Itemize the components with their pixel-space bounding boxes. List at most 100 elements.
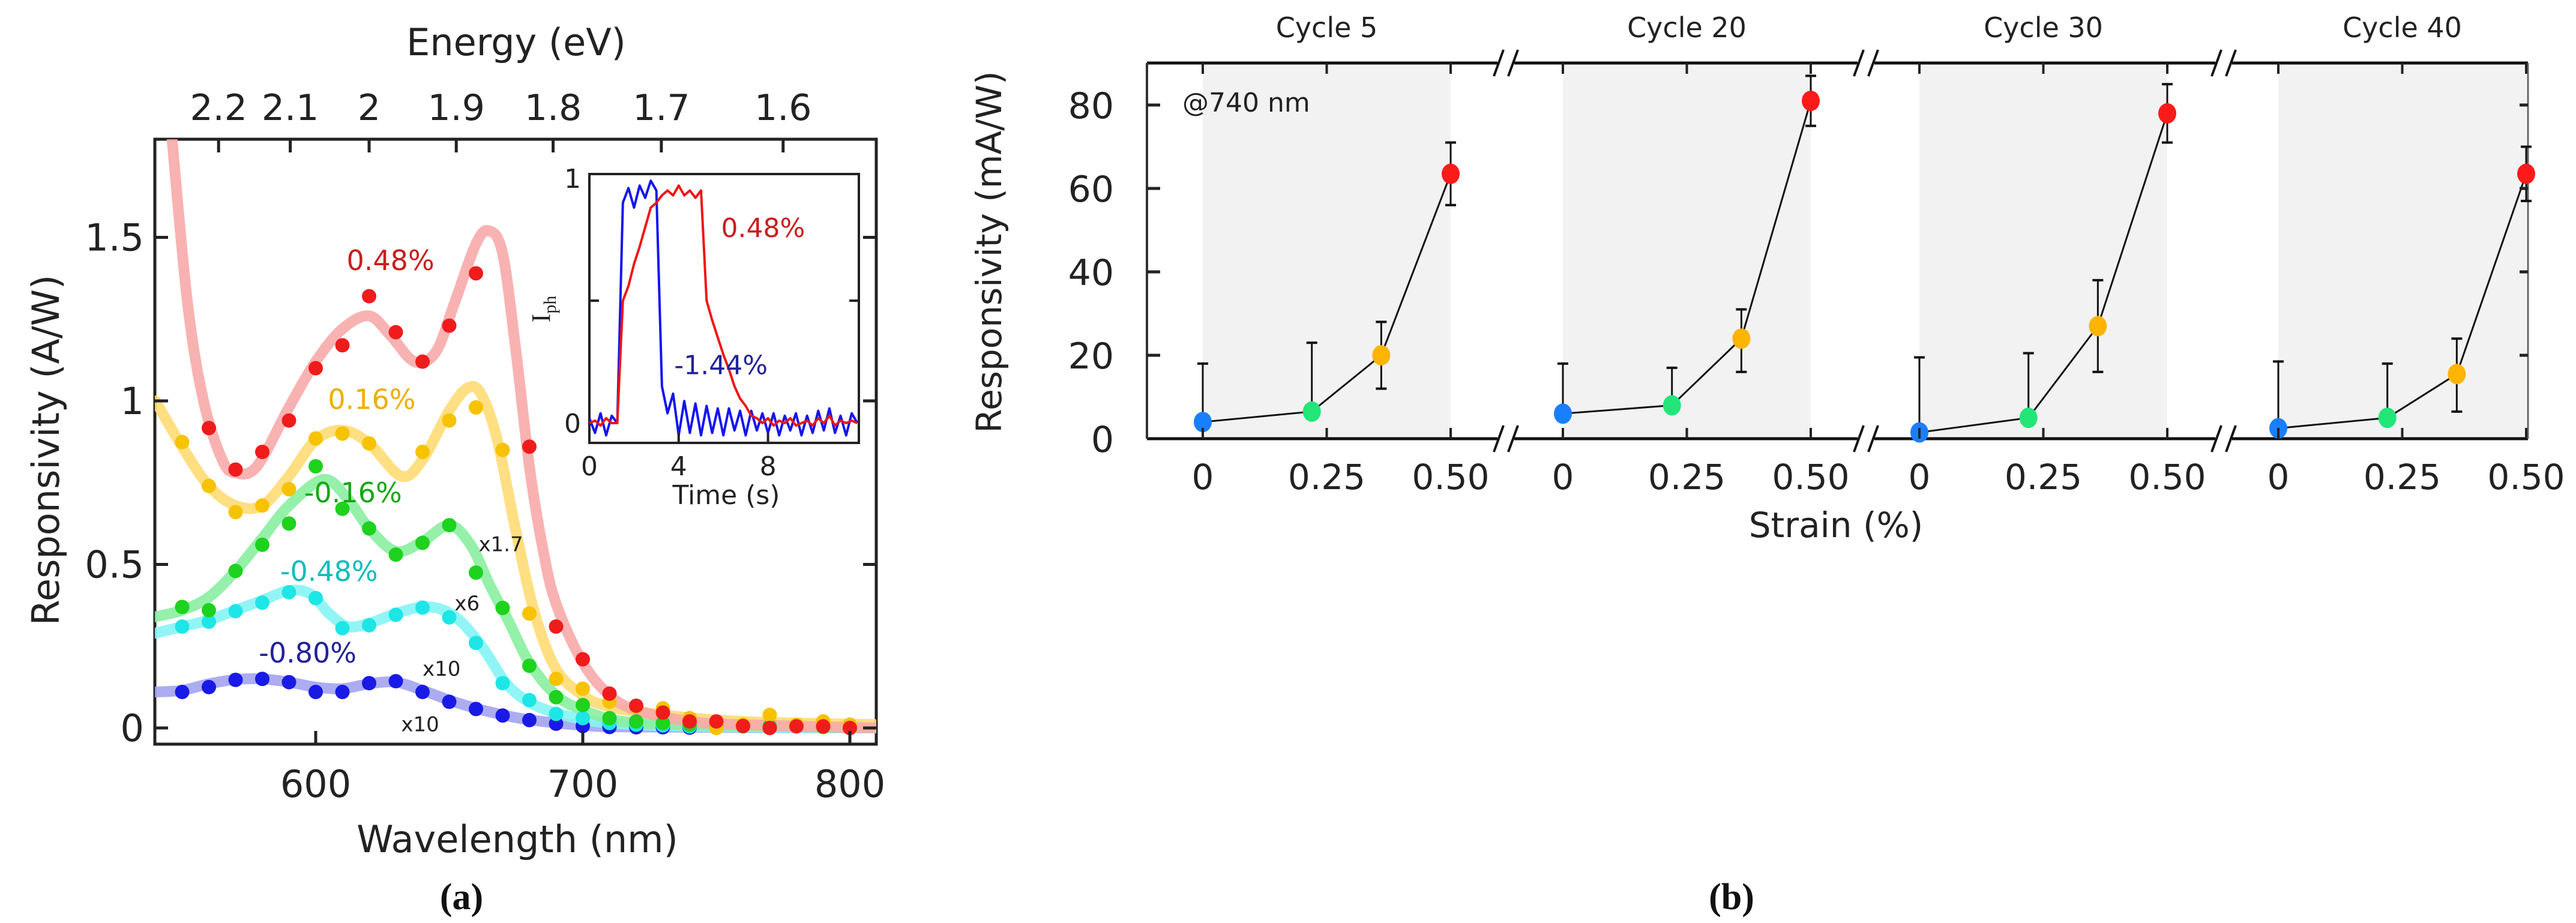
inset-x-tick-label: 8 xyxy=(760,451,777,482)
data-point xyxy=(549,690,564,705)
data-point xyxy=(682,714,697,729)
axis-break-mark xyxy=(1507,425,1519,452)
inset-frame xyxy=(588,173,860,444)
x-axis-title: Wavelength (nm) xyxy=(357,817,678,861)
data-point xyxy=(2517,163,2535,184)
data-point xyxy=(281,585,296,600)
data-point xyxy=(202,603,216,618)
data-point xyxy=(495,708,510,723)
data-point xyxy=(228,672,243,687)
data-point xyxy=(469,636,483,651)
data-point xyxy=(308,685,323,700)
y-tick-label: 0 xyxy=(1091,419,1114,461)
data-points xyxy=(175,266,857,735)
y-tick-label: 60 xyxy=(1068,169,1114,211)
data-point xyxy=(281,516,296,531)
y-tick-label: 0.5 xyxy=(85,543,144,587)
data-point xyxy=(442,610,457,625)
data-point xyxy=(1302,401,1321,422)
data-point xyxy=(655,705,670,720)
data-point xyxy=(362,436,376,451)
shaded-strain-region xyxy=(1563,63,1811,439)
x-tick-label: 0.25 xyxy=(1648,457,1726,498)
inset-y-title: Iph xyxy=(526,296,560,323)
x2-tick-label: 1.7 xyxy=(633,87,690,129)
x2-tick-label: 1.6 xyxy=(754,87,811,129)
axis-break-mark xyxy=(1853,49,1865,77)
data-point xyxy=(522,606,537,621)
data-point xyxy=(415,535,430,550)
data-point xyxy=(388,547,403,562)
data-point xyxy=(362,289,376,304)
axis-break-mark xyxy=(1507,49,1519,77)
axis-break-mark xyxy=(1493,49,1505,77)
cycle-title: Cycle 20 xyxy=(1627,11,1747,44)
data-point xyxy=(415,600,430,615)
x-tick-label: 0.50 xyxy=(2487,457,2565,498)
panel-b-responsivity-vs-strain: 0 20 40 60 80 Cycle 5 0 0.25 0.50 Cycle 20 0 0.25 0.… xyxy=(969,11,2565,546)
data-point xyxy=(495,676,510,691)
x2-tick-label: 2.1 xyxy=(262,87,319,129)
x2-tick-label: 1.8 xyxy=(525,87,582,129)
data-point xyxy=(576,711,590,726)
connecting-line xyxy=(1562,100,1812,415)
data-point xyxy=(576,681,590,696)
data-point xyxy=(255,672,269,687)
x-axis-title: Strain (%) xyxy=(1749,505,1924,546)
data-point xyxy=(388,607,403,622)
data-point xyxy=(308,431,323,446)
inset-traces xyxy=(589,179,859,437)
data-point xyxy=(1442,163,1460,184)
data-point xyxy=(522,712,537,727)
data-point xyxy=(335,426,350,441)
inset-y-tick-label: 1 xyxy=(564,164,581,194)
axis-break-mark xyxy=(2210,425,2222,452)
trace-0.48% xyxy=(589,184,858,427)
series-label: 0.16% xyxy=(328,383,415,416)
x2-tick-label: 2.2 xyxy=(190,87,247,129)
x-tick-label: 0.25 xyxy=(1288,457,1365,498)
data-point xyxy=(1554,403,1572,424)
data-point xyxy=(549,672,564,687)
x-tick-label: 700 xyxy=(547,762,618,806)
data-point xyxy=(629,714,643,729)
data-point xyxy=(629,698,643,713)
y-axis-title: Responsivity (mA/W) xyxy=(969,71,1010,433)
y-axis-title: Responsivity (A/W) xyxy=(24,275,68,625)
x2-tick-label: 2 xyxy=(358,87,381,129)
data-point xyxy=(281,482,296,497)
data-point xyxy=(762,708,777,723)
data-point xyxy=(549,706,564,721)
x-tick-label: 0 xyxy=(1192,457,1214,498)
data-point xyxy=(709,714,724,729)
data-point xyxy=(415,445,430,460)
data-point xyxy=(362,618,376,633)
data-point xyxy=(362,676,376,691)
svg-text:Iph: Iph xyxy=(526,296,560,323)
y-tick-label: 0 xyxy=(121,706,144,750)
data-point xyxy=(522,658,537,673)
x2-axis-title: Energy (eV) xyxy=(406,20,626,64)
x2-tick-label: 1.9 xyxy=(427,87,484,129)
scale-factor-label: x10 xyxy=(423,657,460,681)
data-point xyxy=(736,718,750,733)
data-point xyxy=(2019,407,2038,428)
inset-x-tick-label: 4 xyxy=(670,451,687,482)
data-point xyxy=(469,266,483,281)
data-point xyxy=(576,652,590,667)
inset-y-title-sub: ph xyxy=(540,296,560,314)
shaded-strain-region xyxy=(1919,63,2167,439)
data-point xyxy=(2089,316,2107,337)
series-label: 0.48% xyxy=(347,244,435,277)
data-point xyxy=(281,675,296,690)
x-tick-label: 0 xyxy=(1909,457,1931,498)
cycle-title: Cycle 40 xyxy=(2343,11,2462,44)
inset-x-tick-label: 0 xyxy=(581,451,598,482)
inset-x-title: Time (s) xyxy=(672,480,780,511)
data-point xyxy=(202,478,216,493)
connecting-line xyxy=(2278,173,2527,430)
trace--1.44% xyxy=(589,179,859,437)
cycle-title: Cycle 30 xyxy=(1984,11,2103,44)
data-point xyxy=(442,518,457,533)
